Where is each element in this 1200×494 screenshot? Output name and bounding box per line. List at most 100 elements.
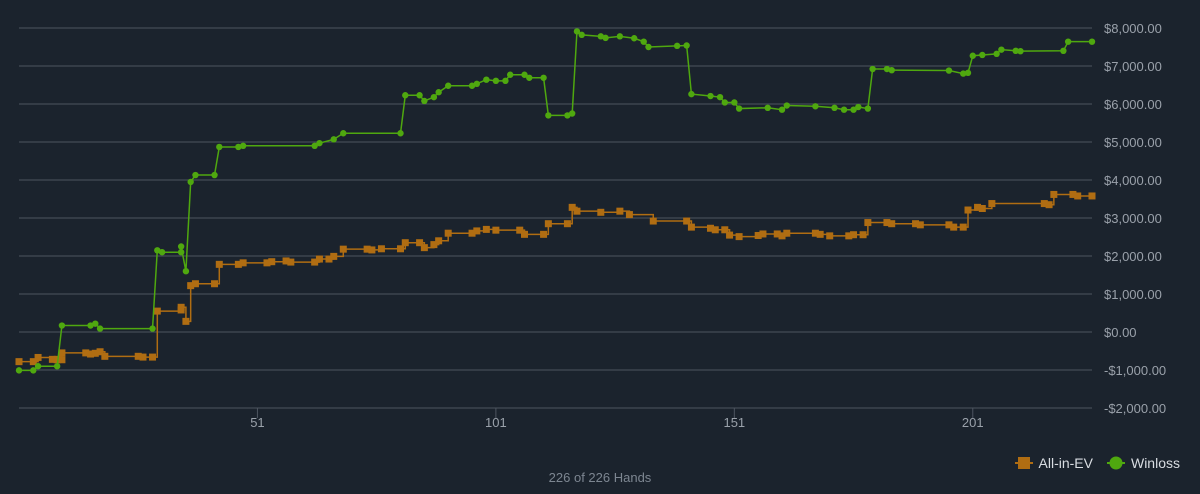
- ev-point: [215, 260, 223, 268]
- ev-point: [845, 232, 853, 240]
- winloss-point: [888, 66, 895, 74]
- winloss-point: [945, 67, 953, 74]
- ev-point: [850, 231, 858, 239]
- y-tick-label: -$1,000.00: [1104, 363, 1166, 378]
- ev-point: [683, 217, 691, 225]
- y-tick-label: $5,000.00: [1104, 135, 1162, 150]
- legend-item-ev[interactable]: All-in-EV: [1014, 455, 1093, 471]
- ev-point: [363, 245, 371, 253]
- winloss-point: [1017, 47, 1024, 55]
- ev-point: [339, 245, 347, 253]
- legend-item-winloss[interactable]: Winloss: [1106, 455, 1180, 471]
- ev-point: [516, 226, 524, 234]
- winloss-point: [421, 97, 428, 105]
- ev-point: [988, 200, 996, 208]
- ev-point: [888, 220, 896, 228]
- winloss-point: [840, 106, 848, 113]
- winloss-point: [239, 142, 247, 149]
- ev-point: [974, 203, 982, 211]
- y-tick-label: $7,000.00: [1104, 59, 1162, 74]
- winloss-point: [192, 171, 199, 179]
- winloss-point: [645, 43, 652, 51]
- ev-point: [1074, 192, 1082, 200]
- winloss-point: [764, 104, 771, 112]
- winloss-point: [640, 38, 647, 45]
- winloss-point: [15, 367, 23, 374]
- ev-point: [325, 255, 333, 263]
- ev-point: [48, 355, 56, 363]
- ev-point: [473, 227, 481, 235]
- winloss-point: [964, 69, 972, 77]
- ev-point: [625, 211, 633, 219]
- ev-point: [182, 317, 190, 325]
- ev-point: [149, 353, 157, 361]
- ev-point: [597, 208, 605, 216]
- ev-series-line: [19, 193, 1092, 363]
- winloss-point: [1064, 38, 1072, 45]
- winloss-point: [778, 106, 786, 113]
- ev-point: [1069, 190, 1077, 198]
- y-tick-label: $4,000.00: [1104, 173, 1162, 188]
- winloss-point: [578, 31, 585, 39]
- ev-point: [573, 207, 581, 215]
- legend: All-in-EV Winloss: [1014, 455, 1180, 471]
- y-tick-label: $0.00: [1104, 325, 1137, 340]
- ev-point: [287, 258, 295, 266]
- ev-point: [15, 358, 23, 366]
- hands-count-label: 226 of 226 Hands: [548, 470, 652, 485]
- winloss-point: [521, 71, 528, 78]
- winloss-point: [616, 33, 624, 40]
- ev-point: [726, 231, 734, 239]
- winloss-point: [602, 34, 609, 42]
- winloss-point: [483, 76, 490, 83]
- ev-point: [416, 239, 424, 247]
- winloss-point: [158, 249, 166, 256]
- winloss-point: [177, 249, 185, 256]
- winloss-point: [235, 143, 242, 151]
- ev-point: [721, 226, 729, 234]
- winloss-point: [1012, 47, 1019, 54]
- winloss-point: [960, 70, 967, 77]
- ev-point: [101, 352, 109, 360]
- ev-point: [759, 230, 767, 238]
- ev-point: [397, 245, 405, 253]
- ev-point: [773, 230, 781, 238]
- y-tick-label: $1,000.00: [1104, 287, 1162, 302]
- winloss-point: [149, 325, 156, 332]
- winloss-point: [568, 110, 576, 117]
- y-tick-label: $3,000.00: [1104, 211, 1162, 226]
- winloss-point: [673, 42, 681, 50]
- winloss-point: [731, 99, 738, 106]
- winloss-point: [492, 77, 500, 85]
- winloss-series-icon: [1106, 456, 1125, 470]
- ev-point: [754, 231, 762, 239]
- ev-point: [330, 252, 338, 260]
- winloss-point: [864, 105, 872, 112]
- winloss-point: [573, 28, 581, 35]
- winloss-point: [502, 77, 509, 85]
- ev-point: [859, 231, 867, 239]
- winloss-point: [216, 143, 223, 151]
- ev-point: [563, 220, 571, 228]
- winloss-series-line: [19, 30, 1092, 372]
- winloss-point: [34, 363, 42, 370]
- winloss-point: [330, 136, 337, 143]
- ev-series-icon: [1014, 456, 1033, 470]
- winloss-point: [506, 71, 514, 78]
- ev-point: [153, 307, 161, 315]
- winloss-point: [30, 367, 37, 374]
- y-tick-label: -$2,000.00: [1104, 401, 1166, 416]
- ev-point: [964, 206, 972, 214]
- winloss-point: [96, 325, 104, 332]
- winloss-point: [812, 103, 819, 110]
- ev-point: [239, 259, 247, 267]
- x-tick-label: 201: [962, 415, 984, 430]
- ev-point: [950, 223, 958, 231]
- legend-label-ev: All-in-EV: [1038, 455, 1093, 471]
- winloss-point: [53, 363, 61, 370]
- ev-point: [1040, 200, 1048, 208]
- winloss-point: [182, 268, 190, 275]
- ev-point: [816, 230, 824, 238]
- ev-point: [211, 280, 219, 288]
